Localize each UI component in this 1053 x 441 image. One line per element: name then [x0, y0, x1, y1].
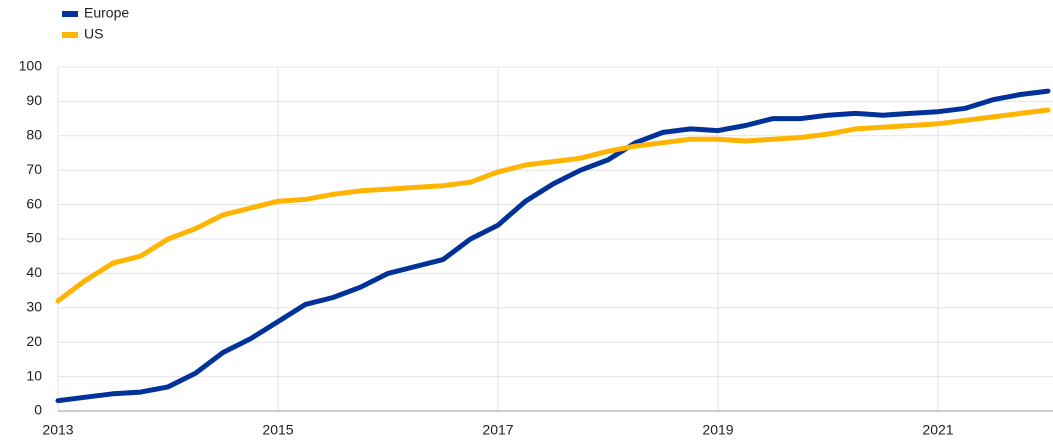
y-tick-label: 50 [26, 230, 42, 246]
y-tick-label: 0 [34, 402, 42, 418]
y-tick-label: 60 [26, 195, 42, 211]
y-tick-label: 20 [26, 333, 42, 349]
x-tick-label: 2021 [922, 422, 953, 438]
line [55, 107, 1051, 304]
x-tick-label: 2013 [42, 422, 73, 438]
y-tick-label: 10 [26, 367, 42, 383]
y-tick-label: 80 [26, 127, 42, 143]
y-tick-label: 30 [26, 299, 42, 315]
x-tick-label: 2015 [262, 422, 293, 438]
legend-swatch [62, 32, 78, 38]
legend-swatch [62, 11, 78, 17]
y-tick-label: 100 [19, 58, 43, 74]
x-tick-label: 2019 [702, 422, 733, 438]
legend-label: US [84, 26, 103, 42]
y-tick-label: 40 [26, 264, 42, 280]
line [55, 88, 1051, 404]
y-tick-label: 90 [26, 92, 42, 108]
legend-label: Europe [84, 5, 129, 21]
y-tick-label: 70 [26, 161, 42, 177]
x-tick-label: 2017 [482, 422, 513, 438]
